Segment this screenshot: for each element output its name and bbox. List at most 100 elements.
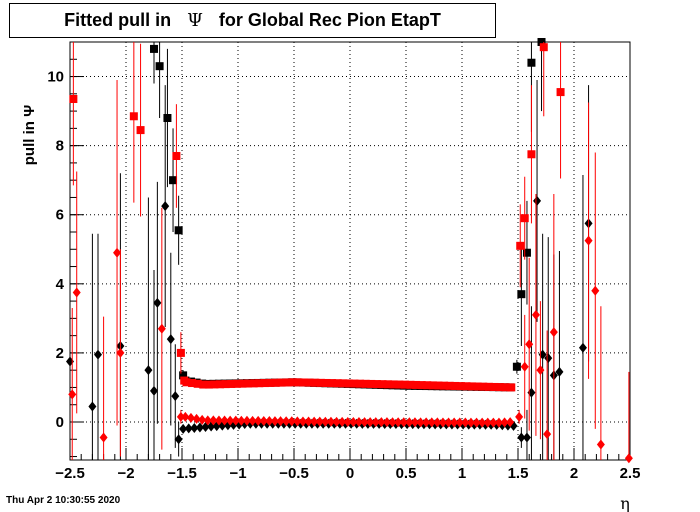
red-square-band-point (462, 382, 471, 391)
red-diamond-band-point (265, 416, 274, 427)
x-tick-label: −1.5 (167, 465, 197, 482)
red-diamond-band-point (438, 417, 447, 428)
red-diamond-band-point (371, 417, 380, 428)
red-square-point (520, 214, 529, 223)
red-diamond-band-point (354, 417, 363, 428)
black-diamond-band-point (184, 423, 193, 434)
red-square-band-point (328, 379, 337, 388)
axes: −2.5 −2 −1.5 −1 −0.5 0 0.5 1 1.5 2 2.5 0 2 4 6 8 10 (47, 41, 640, 482)
x-tick-label: −0.5 (279, 465, 309, 482)
red-diamond-point (116, 347, 125, 358)
red-square-band-point (361, 379, 370, 388)
black-diamond-point (533, 195, 542, 206)
black-diamond-point (527, 387, 536, 398)
y-tick-label: 4 (56, 276, 65, 293)
red-square-band-point (406, 380, 415, 389)
black-diamond-point (166, 334, 175, 345)
red-square-band-point (260, 379, 269, 388)
red-square-band-point (496, 383, 505, 392)
black-diamond-band-point (509, 420, 518, 431)
red-diamond-band-point (276, 416, 285, 427)
y-tick-label: 6 (56, 207, 64, 224)
red-square-band-point (300, 378, 309, 387)
title-suffix: for Global Rec Pion EtapT (218, 10, 441, 30)
black-diamond-point (153, 297, 162, 308)
black-diamond-point (88, 401, 97, 412)
red-diamond-point (515, 411, 524, 422)
black-square-point (169, 176, 178, 185)
red-square-band-point (238, 379, 247, 388)
red-diamond-band-point (214, 415, 223, 426)
red-square-band-point (389, 380, 398, 389)
red-diamond-band-point (478, 417, 487, 428)
x-tick-label: 0 (346, 465, 354, 482)
red-diamond-band-point (181, 411, 190, 422)
black-square-point (174, 226, 183, 235)
red-diamond-band-point (203, 415, 212, 426)
red-diamond-point (596, 439, 605, 450)
red-square-band-point (434, 381, 443, 390)
x-tick-label: −2.5 (55, 465, 85, 482)
y-tick-label: 10 (47, 69, 64, 86)
title-prefix: Fitted pull in (64, 10, 172, 30)
red-square-band-point (249, 379, 258, 388)
red-square-point (180, 376, 189, 385)
red-square-band-point (479, 382, 488, 391)
red-diamond-band-point (472, 417, 481, 428)
red-diamond-band-point (410, 417, 419, 428)
black-square-point (155, 62, 164, 71)
red-diamond-band-point (394, 417, 403, 428)
black-diamond-point (522, 432, 531, 443)
x-tick-label: −1 (229, 465, 246, 482)
red-square-band-point (221, 380, 230, 389)
red-diamond-band-point (231, 415, 240, 426)
red-diamond-band-point (259, 415, 268, 426)
red-diamond-band-point (506, 417, 515, 428)
red-diamond-point (176, 411, 185, 422)
red-square-band-point (490, 382, 499, 391)
red-diamond-band-point (209, 415, 218, 426)
red-diamond-band-point (315, 416, 324, 427)
red-square-band-point (193, 379, 202, 388)
red-diamond-band-point (349, 417, 358, 428)
red-diamond-band-point (405, 417, 414, 428)
black-diamond-point (517, 432, 526, 443)
red-square-point (527, 150, 536, 159)
red-square-band-point (356, 379, 365, 388)
red-diamond-point (531, 309, 540, 320)
red-diamond-band-point (198, 414, 207, 425)
y-axis-label: pull in Ψ (21, 105, 38, 165)
red-square-point (69, 95, 78, 103)
red-square-band-point (244, 379, 253, 388)
x-tick-label: −2 (117, 465, 134, 482)
red-diamond-band-point (455, 417, 464, 428)
red-diamond-band-point (422, 417, 431, 428)
red-square-band-point (400, 380, 409, 389)
y-tick-label: 8 (56, 138, 64, 155)
red-diamond-band-point (427, 417, 436, 428)
red-diamond-band-point (500, 417, 509, 428)
red-square-band-point (412, 380, 421, 389)
red-square-band-point (501, 383, 510, 392)
data-marks (66, 38, 633, 464)
red-diamond-band-point (282, 416, 291, 427)
red-diamond-band-point (192, 413, 201, 424)
red-square-point (556, 88, 565, 97)
red-diamond-band-point (242, 415, 251, 426)
red-diamond-band-point (326, 416, 335, 427)
red-diamond-point (536, 365, 545, 376)
red-square-band-point (468, 382, 477, 391)
red-diamond-band-point (248, 415, 257, 426)
red-square-band-point (445, 381, 454, 390)
red-square-band-point (210, 380, 219, 389)
red-square-point (516, 241, 525, 250)
red-diamond-point (99, 432, 108, 443)
red-square-band-point (423, 381, 432, 390)
black-diamond-point (161, 201, 170, 212)
red-diamond-band-point (483, 417, 492, 428)
title-symbol: Ψ (187, 10, 203, 31)
red-square-band-point (255, 379, 264, 388)
red-diamond-band-point (287, 416, 296, 427)
black-diamond-point (555, 366, 564, 377)
red-diamond-band-point (489, 417, 498, 428)
